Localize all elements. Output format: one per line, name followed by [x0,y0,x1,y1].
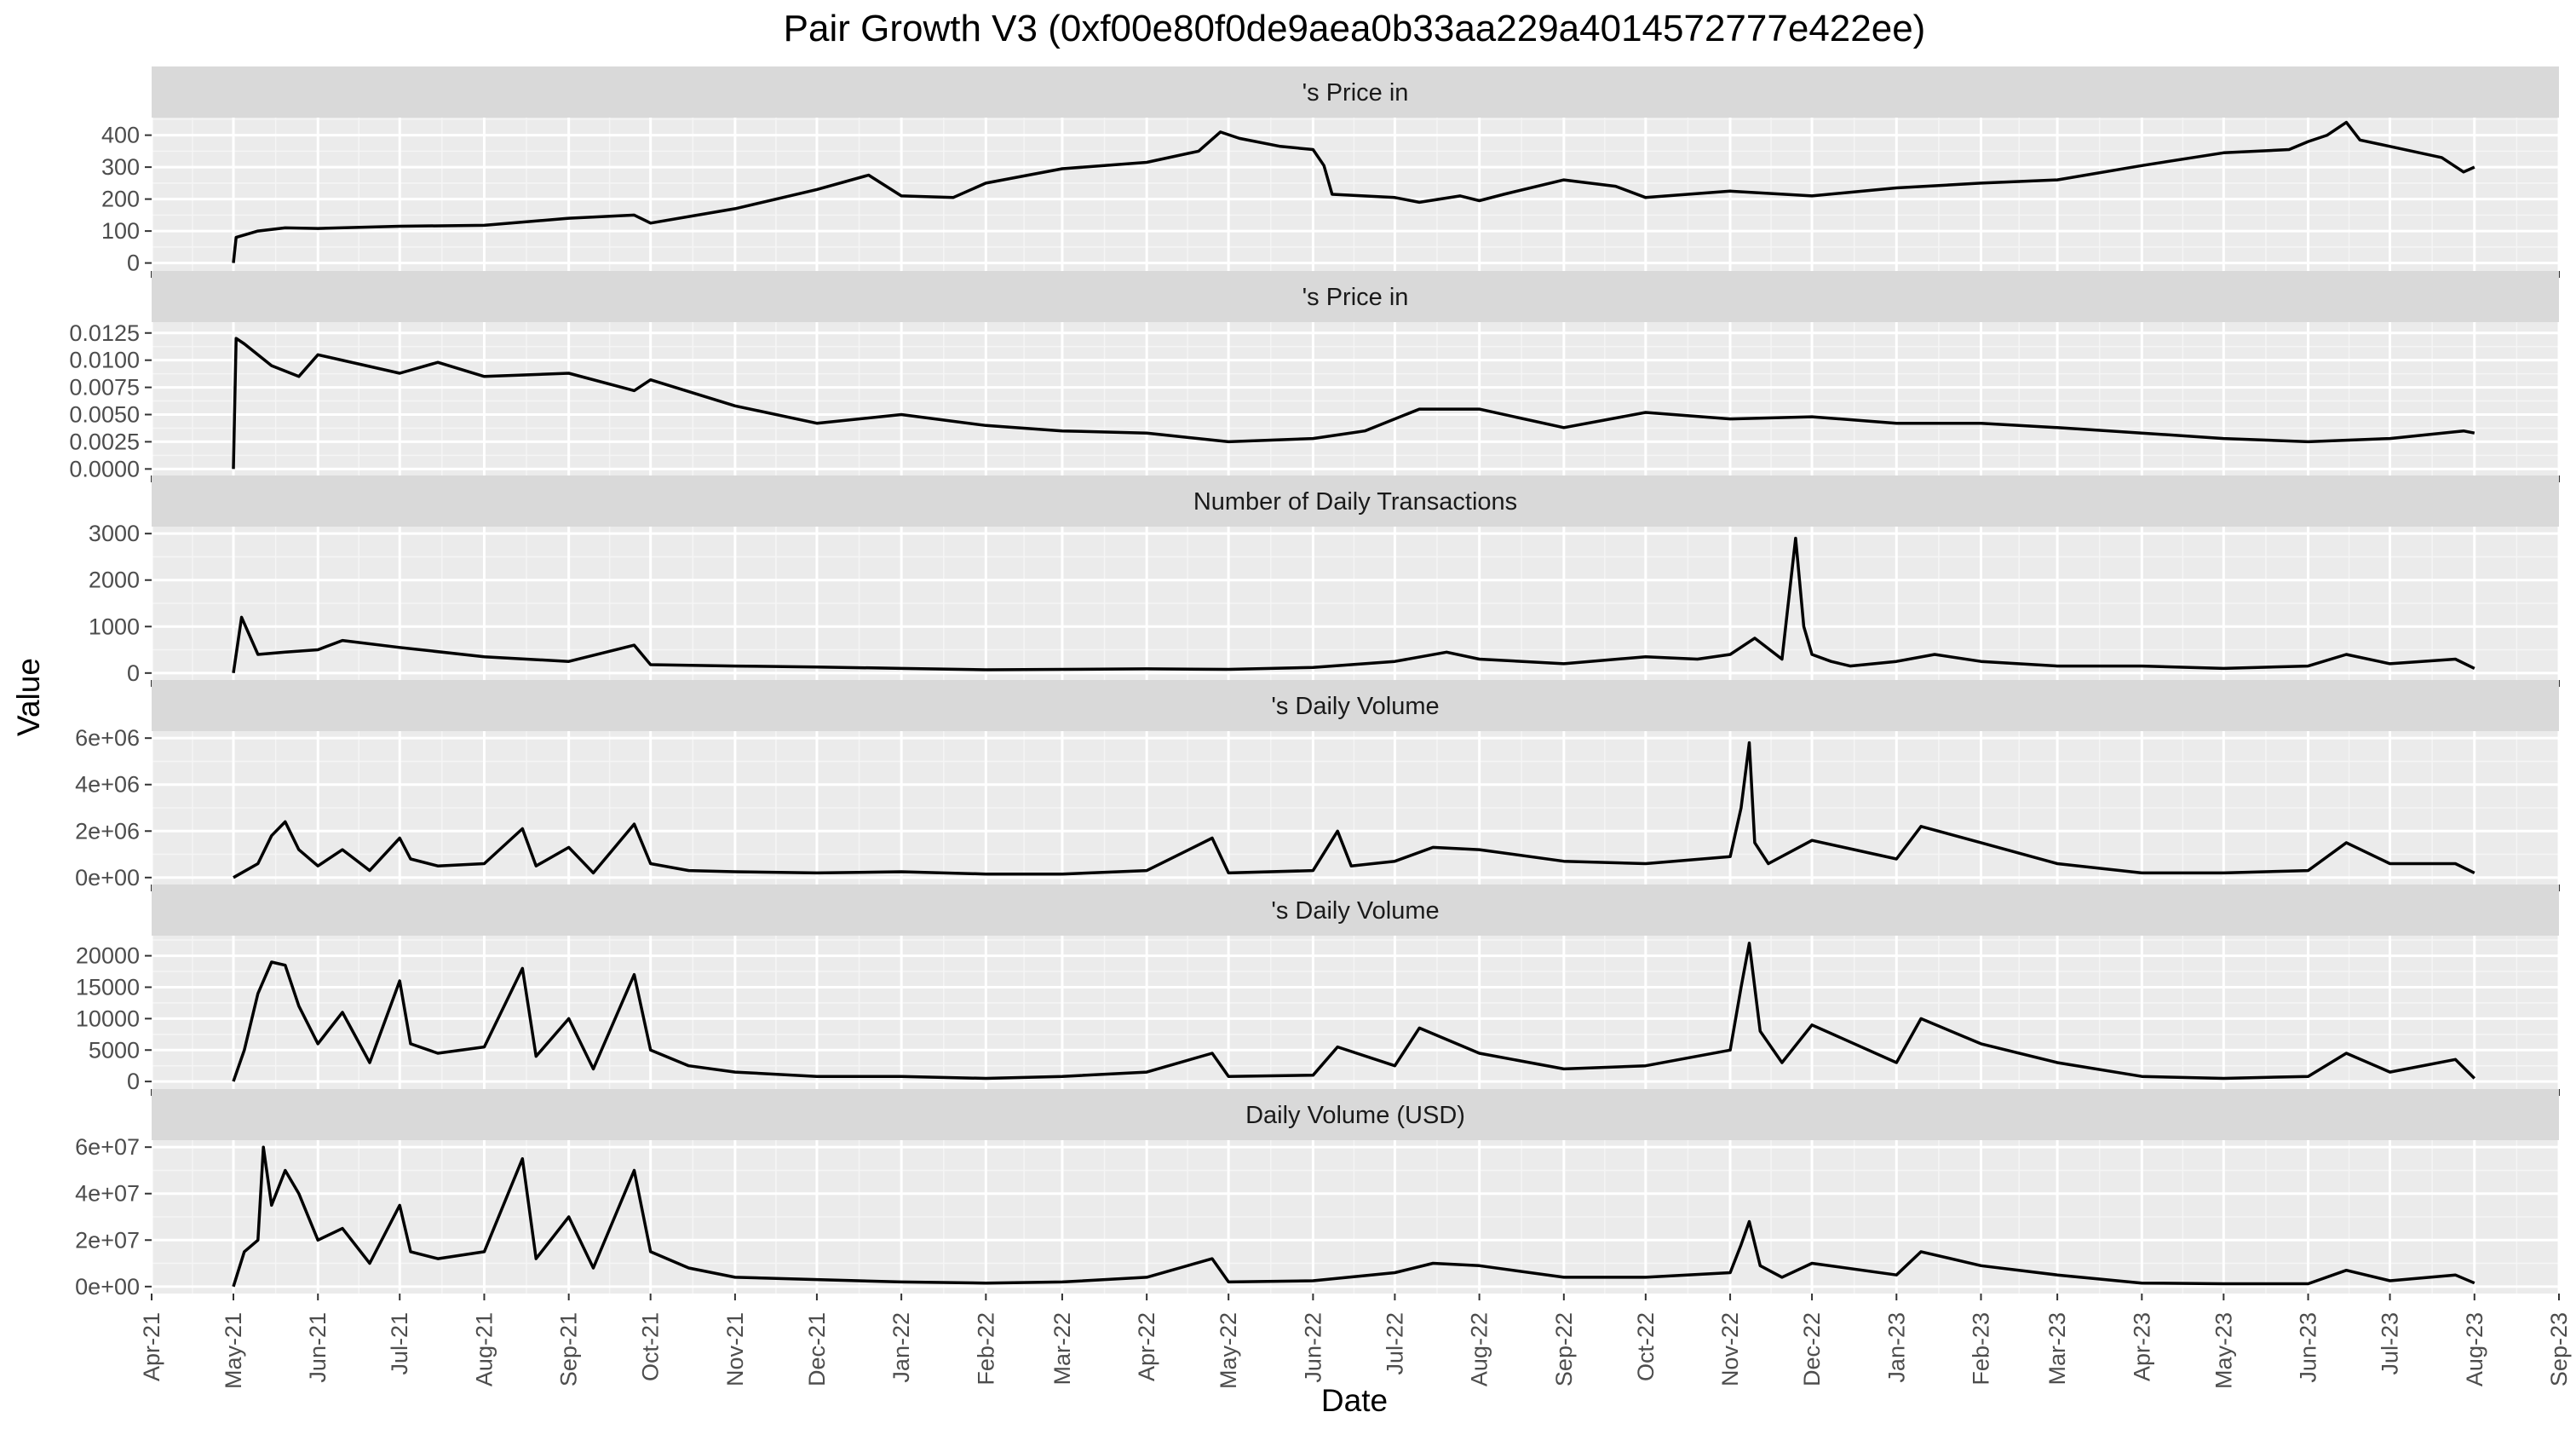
chart-title: Pair Growth V3 (0xf00e80f0de9aea0b33aa22… [784,8,1926,49]
y-tick-label: 0e+00 [75,865,140,890]
x-tick-label: Aug-21 [471,1312,497,1386]
y-tick-label: 400 [101,123,140,148]
facet-strip [152,885,2559,936]
x-tick-label: Jul-22 [1382,1312,1407,1375]
y-tick-label: 0e+00 [75,1274,140,1300]
x-tick-label: Apr-22 [1134,1312,1159,1381]
y-tick-label: 4e+07 [75,1181,140,1207]
y-tick-label: 10000 [76,1006,140,1031]
x-tick-label: Jun-21 [305,1312,331,1383]
series-line [232,536,2475,674]
facet-strip [152,1089,2559,1140]
x-tick-label: Dec-21 [804,1312,830,1386]
y-tick-label: 0.0100 [69,348,140,373]
x-tick-label: Mar-22 [1049,1312,1075,1386]
series-line [232,1145,2475,1288]
y-tick-label: 5000 [89,1037,140,1063]
y-tick-label: 2000 [89,568,140,593]
facet-panel-3: Number of Daily Transactions 0 1000 2000 300… [89,475,2561,687]
y-tick-label: 15000 [76,974,140,1000]
facet-panels: 's Price in 0 100 200 300 400 's Price in 0.000… [69,66,2561,1300]
y-tick-label: 0.0050 [69,402,140,428]
facet-panel-1: 's Price in 0 100 200 300 400 [101,66,2561,278]
x-tick-label: Oct-22 [1633,1312,1659,1381]
x-tick-label: Apr-23 [2129,1312,2154,1381]
y-tick-label: 0 [127,1069,140,1094]
y-axis-title: Value [11,658,46,736]
x-tick-label: Oct-21 [638,1312,664,1381]
y-tick-label: 200 [101,187,140,212]
facet-strip [152,271,2559,322]
x-tick-label: Nov-21 [722,1312,748,1386]
x-tick-label: Jul-23 [2378,1312,2403,1375]
x-tick-label: Sep-21 [556,1312,582,1386]
x-tick-label: Feb-22 [973,1312,998,1386]
x-tick-label: May-23 [2211,1312,2236,1389]
x-tick-label: May-22 [1216,1312,1241,1389]
facet-panel-2: 's Price in 0.00000.00250.00500.00750.010… [69,271,2561,482]
y-tick-label: 300 [101,154,140,180]
series-line [232,120,2475,263]
facet-strip-label: 's Price in [1302,284,1409,311]
y-tick-label: 6e+06 [75,725,140,751]
panel-background [152,936,2559,1089]
y-tick-label: 0 [127,660,140,686]
series-line [232,337,2475,470]
x-tick-label: Mar-23 [2044,1312,2070,1386]
y-tick-label: 20000 [76,943,140,969]
facet-strip-label: 's Price in [1302,79,1409,107]
x-tick-label: Jan-23 [1883,1312,1909,1383]
y-tick-label: 0.0125 [69,320,140,346]
x-tick-label: Nov-22 [1717,1312,1743,1386]
x-tick-label: May-21 [221,1312,246,1389]
y-tick-label: 2e+07 [75,1227,140,1253]
facet-strip [152,680,2559,731]
facet-strip-label: 's Daily Volume [1271,897,1439,925]
facet-panel-4: 's Daily Volume 0e+00 2e+06 4e+06 6e+06 [75,680,2561,891]
x-tick-label: Apr-21 [139,1312,164,1381]
x-tick-label: Sep-23 [2546,1312,2572,1386]
y-tick-label: 0.0075 [69,375,140,401]
x-tick-label: Sep-22 [1551,1312,1577,1386]
y-tick-label: 3000 [89,521,140,546]
series-line [232,942,2476,1082]
y-tick-label: 0 [127,251,140,276]
x-tick-label: Feb-23 [1969,1312,1994,1386]
x-axis-title: Date [1321,1383,1388,1418]
facet-strip-label: Number of Daily Transactions [1193,488,1517,516]
facet-panel-5: 's Daily Volume 0 5000 10000 15000 20000 [76,885,2561,1096]
y-tick-label: 0.0025 [69,429,140,454]
facet-strip [152,475,2559,527]
x-tick-label: Jun-22 [1300,1312,1325,1383]
y-tick-label: 0.0000 [69,456,140,481]
x-axis: Apr-21 May-21 Jun-21 Jul-21 Aug-21 Sep-21 Oct-… [139,1312,2572,1389]
x-tick-label: Dec-22 [1799,1312,1825,1386]
x-tick-label: Aug-23 [2462,1312,2487,1386]
facet-strip [152,66,2559,118]
y-tick-label: 1000 [89,614,140,639]
facet-panel-6: Daily Volume (USD) 0e+00 2e+07 4e+07 6e+07 [75,1089,2561,1300]
y-tick-label: 4e+06 [75,772,140,798]
x-tick-label: Jun-23 [2296,1312,2321,1383]
facet-strip-label: 's Daily Volume [1271,693,1439,720]
y-tick-label: 100 [101,218,140,244]
series-line [233,741,2475,879]
y-tick-label: 6e+07 [75,1134,140,1160]
x-tick-label: Jan-22 [888,1312,914,1383]
x-tick-label: Aug-22 [1467,1312,1492,1386]
x-tick-label: Jul-21 [387,1312,412,1375]
y-tick-label: 2e+06 [75,818,140,844]
facet-strip-label: Daily Volume (USD) [1245,1102,1465,1129]
panel-background [152,322,2559,475]
